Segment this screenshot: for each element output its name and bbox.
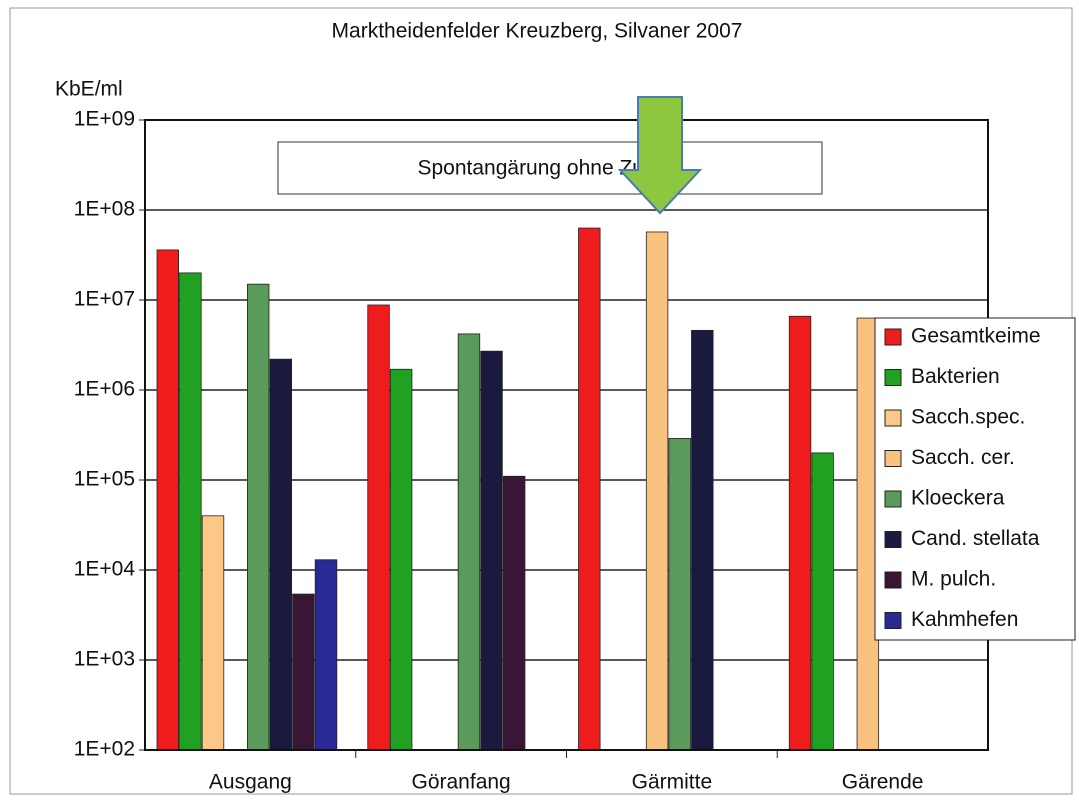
bar [457,333,481,751]
bar [156,249,180,751]
bar [179,272,202,751]
bar [645,231,669,751]
legend-box [874,317,1076,641]
bar [389,368,413,751]
legend-label: M. pulch. [911,568,996,591]
bar [367,304,390,751]
legend-swatch [884,369,902,386]
legend-label: Cand. stellata [911,527,1040,550]
bar [502,475,526,751]
y-tick-label: 1E+08 [74,198,135,221]
x-tick-label: Ausgang [209,771,292,794]
y-tick-label: 1E+09 [74,108,135,131]
y-tick-label: 1E+04 [74,558,136,581]
bar [269,358,293,751]
x-tick-label: Gärende [842,771,924,794]
bar [480,350,503,751]
legend-label: Kahmhefen [911,608,1018,631]
bar [691,329,714,751]
bar [788,315,812,751]
y-axis-label: KbE/ml [55,78,123,101]
x-tick-label: Gärmitte [632,771,713,794]
y-tick-label: 1E+03 [74,648,135,671]
legend-swatch [884,490,902,508]
y-tick-label: 1E+05 [74,468,135,491]
x-tick-label: Göranfang [412,771,511,794]
bar [292,593,315,751]
bar [668,437,691,751]
y-tick-label: 1E+06 [74,378,135,401]
legend-label: Bakterien [911,365,1000,388]
annotation-box [277,141,823,195]
bar [578,227,601,751]
legend-label: Kloeckera [911,487,1005,510]
legend-label: Gesamtkeime [911,325,1041,348]
bar [314,559,338,751]
legend-swatch [884,571,902,589]
y-tick-label: 1E+07 [74,288,135,311]
chart-title: Marktheidenfelder Kreuzberg, Silvaner 20… [332,20,743,43]
legend-swatch [884,531,902,548]
legend-label: Sacch.spec. [911,406,1025,429]
annotation: Spontangärung ohne Zusatz [417,157,682,180]
arrow [617,96,703,215]
legend-swatch [884,409,902,427]
y-tick-label: 1E+02 [74,738,135,761]
bar [246,283,270,751]
legend-swatch [884,612,902,629]
bar [201,515,225,751]
legend-label: Sacch. cer. [911,446,1015,469]
legend-swatch [884,328,902,346]
legend-swatch [884,450,902,467]
bar [811,452,834,751]
